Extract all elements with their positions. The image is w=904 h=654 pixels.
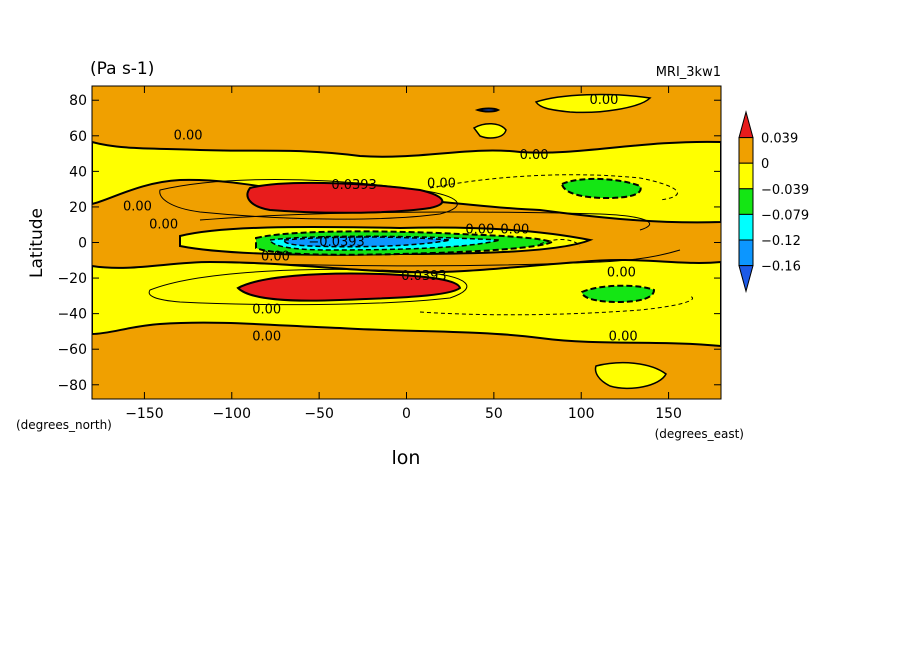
y-tick-label: −80 [57,378,87,394]
colorbar-segment [738,239,754,267]
yellow-blob-lower [594,361,667,390]
yellow-blob-top [534,93,652,114]
y-tick-label: 40 [69,164,87,180]
contour-label: 0.00 [149,217,178,232]
contour-label: −0.0393 [308,235,364,250]
thin-contours [148,179,681,306]
y-tick-label: 80 [69,93,87,109]
y-tick-label: −60 [57,342,87,358]
contour-label: 0.0393 [331,178,377,193]
contour-label: 0.00 [500,223,529,238]
model-label: MRI_3kw1 [656,65,721,80]
x-tick-label: 0 [402,406,411,422]
colorbar-segment [738,162,754,190]
y-axis: 80 60 40 20 0 −20 −40 −60 −80 [57,93,721,394]
contour-label: 0.00 [607,265,636,280]
contour-labels: 0.00 0.00 0.00 0.0393 0.00 0.00 0.00 0.00 0.00 −0… [123,93,638,345]
contour-label: 0.00 [465,223,494,238]
y-tick-label: 20 [69,200,87,216]
contour-label: 0.00 [252,303,281,318]
green-min-ne [560,177,642,200]
colorbar-segment [738,137,754,164]
contour-label: 0.00 [520,148,549,163]
colorbar-label: 0 [761,157,769,172]
units-label: (Pa s-1) [90,59,154,79]
x-tick-label: 100 [568,406,595,422]
y-unit-label: (degrees_north) [16,418,112,432]
contour-label: 0.00 [589,93,618,108]
blue-min-eq [283,236,451,248]
yellow-blob-small [472,123,507,139]
colorbar: 0.039 0 −0.039 −0.079 −0.12 −0.16 [738,110,809,294]
plot-area [92,86,721,399]
colorbar-segment [738,188,754,215]
green-min-se [580,284,656,304]
x-tick-label: −100 [213,406,251,422]
x-tick-label: 50 [485,406,503,422]
colorbar-label: −0.039 [761,183,809,198]
contour-label: 0.00 [609,329,638,344]
y-tick-label: −20 [57,271,87,287]
colorbar-arrow-top [738,110,754,139]
x-axis: −150 −100 −50 0 50 100 150 [125,86,682,422]
colorbar-label: −0.16 [761,260,801,275]
dark-blob-top [474,107,501,113]
contour-label: 0.00 [261,249,290,264]
colorbar-label: −0.12 [761,234,801,249]
colorbar-arrow-bottom [738,265,754,294]
colorbar-segment [738,213,754,241]
y-tick-label: 0 [78,236,87,252]
red-max-north [246,181,444,214]
colorbar-label: −0.079 [761,208,809,223]
y-tick-label: 60 [69,129,87,145]
x-unit-label: (degrees_east) [655,427,744,441]
contour-label: 0.00 [174,128,203,143]
contour-label: 0.00 [427,176,456,191]
dashed-contours [419,174,693,316]
contour-label: 0.0393 [401,269,447,284]
x-axis-label: lon [392,447,421,469]
contour-label: 0.00 [252,329,281,344]
red-max-south [236,272,462,302]
x-tick-label: −150 [125,406,163,422]
x-tick-label: 150 [655,406,682,422]
colorbar-label: 0.039 [761,132,798,147]
contour-label: 0.00 [123,199,152,214]
x-tick-label: −50 [304,406,334,422]
y-axis-label: Latitude [27,208,47,278]
y-tick-label: −40 [57,307,87,323]
